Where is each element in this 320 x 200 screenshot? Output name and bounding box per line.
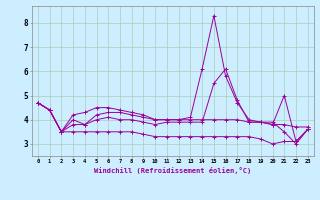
X-axis label: Windchill (Refroidissement éolien,°C): Windchill (Refroidissement éolien,°C) <box>94 167 252 174</box>
